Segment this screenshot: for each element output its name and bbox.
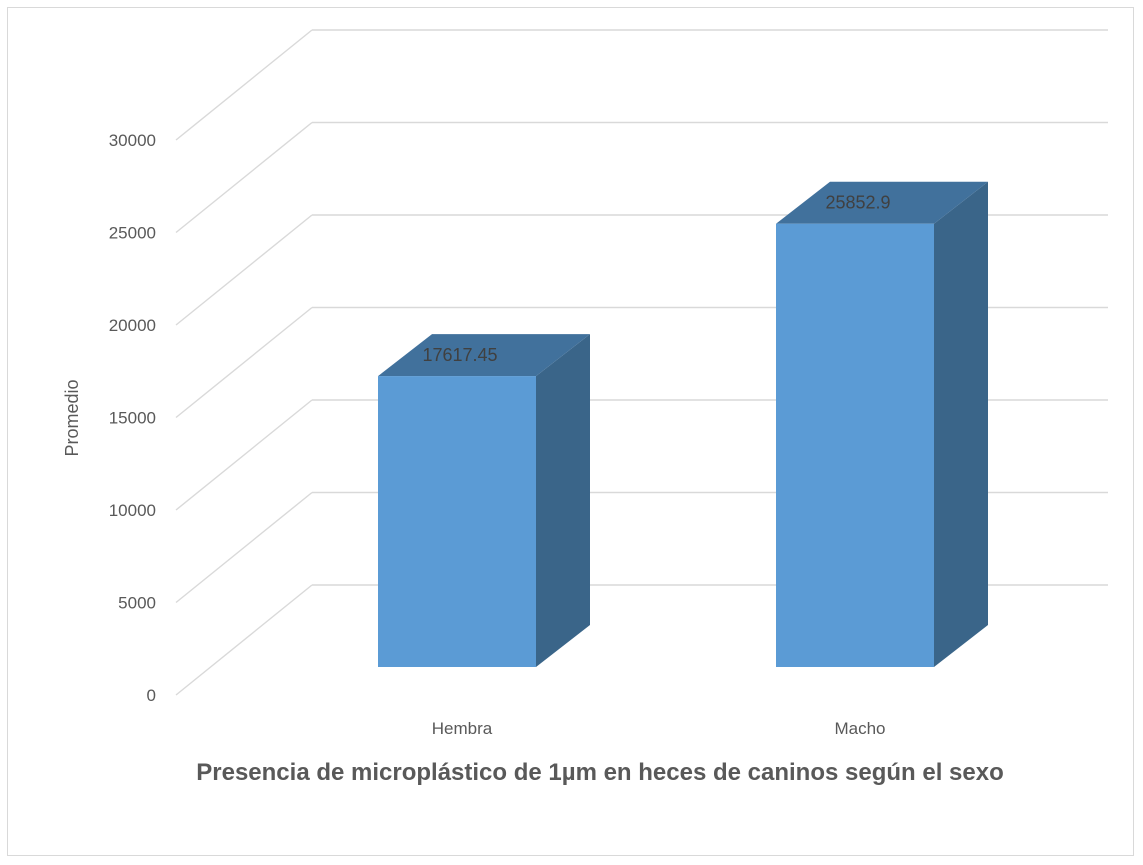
bars bbox=[378, 181, 988, 667]
bar-top bbox=[776, 181, 988, 224]
x-axis-categories: Hembra Macho bbox=[432, 719, 886, 738]
bar-macho bbox=[776, 181, 988, 667]
gridline-diagonal bbox=[175, 29, 313, 141]
gridline-diagonal bbox=[175, 214, 313, 326]
gridline-diagonal bbox=[175, 121, 313, 234]
y-tick-label: 10000 bbox=[109, 501, 156, 520]
bar-front bbox=[378, 376, 536, 667]
y-tick-label: 25000 bbox=[109, 224, 156, 243]
bar-side bbox=[934, 181, 988, 667]
chart-title: Presencia de microplástico de 1µm en hec… bbox=[196, 759, 1004, 786]
bar-side bbox=[536, 334, 590, 667]
category-label: Macho bbox=[834, 719, 885, 738]
data-label: 17617.45 bbox=[422, 345, 497, 365]
bar-front bbox=[776, 223, 934, 667]
y-tick-label: 0 bbox=[147, 686, 156, 705]
y-tick-label: 15000 bbox=[109, 409, 156, 428]
y-tick-label: 5000 bbox=[118, 594, 156, 613]
gridline-diagonal bbox=[175, 399, 313, 511]
category-label: Hembra bbox=[432, 719, 493, 738]
data-labels: 17617.45 25852.9 bbox=[422, 193, 890, 365]
y-axis-title: Promedio bbox=[62, 379, 82, 456]
data-label: 25852.9 bbox=[825, 193, 890, 213]
gridline-diagonal bbox=[175, 491, 313, 604]
y-tick-label: 20000 bbox=[109, 316, 156, 335]
bar-top bbox=[378, 334, 590, 377]
bar-hembra bbox=[378, 334, 590, 667]
gridline-diagonal bbox=[175, 306, 313, 419]
y-tick-label: 30000 bbox=[109, 131, 156, 150]
gridline-diagonal bbox=[175, 584, 313, 696]
y-axis-ticks: 0 5000 10000 15000 20000 25000 30000 bbox=[109, 131, 156, 705]
